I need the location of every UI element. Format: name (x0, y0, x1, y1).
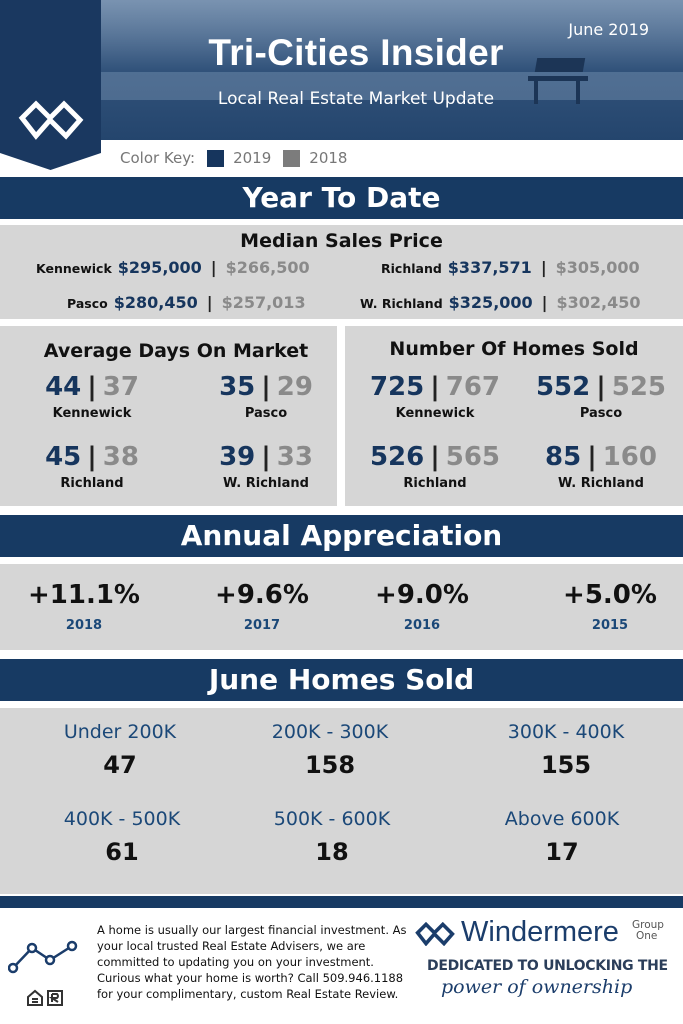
value-2018: $305,000 (555, 258, 640, 277)
appreciation-2018: +11.1% 2018 (28, 580, 140, 633)
dom-richland: 45 | 38 Richland (45, 442, 139, 491)
value-2018: $302,450 (556, 293, 641, 312)
color-key-2019: 2019 (233, 149, 272, 167)
median-row-richland: Richland $337,571 | $305,000 (381, 258, 640, 277)
equal-housing-icon (27, 989, 63, 1006)
windermere-w-icon (415, 922, 455, 946)
city-label: Kennewick (36, 261, 112, 276)
swatch-2018 (283, 149, 301, 167)
sold-kennewick: 725 | 767 Kennewick (369, 372, 501, 421)
windermere-brand: Windermere Group One DEDICATED TO UNLOCK… (415, 916, 675, 1016)
sold-pasco: 552 | 525 Pasco (535, 372, 667, 421)
swatch-2019 (207, 149, 225, 167)
city-label: Pasco (67, 296, 108, 311)
value-2018: $266,500 (225, 258, 310, 277)
color-key-2018: 2018 (309, 149, 348, 167)
median-row-pasco: Pasco $280,450 | $257,013 (67, 293, 306, 312)
june-sold-500k-600k: 500K - 600K 18 (273, 808, 391, 866)
tagline-power: power of ownership (441, 976, 633, 998)
median-price-title: Median Sales Price (240, 230, 443, 252)
homes-sold-panel (345, 326, 683, 506)
june-sold-300k-400k: 300K - 400K 155 (507, 721, 625, 779)
bench-icon (528, 58, 588, 104)
city-label: W. Richland (360, 296, 443, 311)
city-label: Richland (381, 261, 442, 276)
sold-richland: 526 | 565 Richland (369, 442, 501, 491)
value-2019: $295,000 (117, 258, 202, 277)
page-subtitle: Local Real Estate Market Update (217, 89, 495, 109)
median-row-w-richland: W. Richland $325,000 | $302,450 (360, 293, 641, 312)
issue-date: June 2019 (568, 20, 649, 39)
tagline-dedicated: DEDICATED TO UNLOCKING THE (427, 958, 668, 974)
line-chart-icon (8, 940, 78, 974)
appreciation-header: Annual Appreciation (0, 515, 683, 557)
dom-kennewick: 44 | 37 Kennewick (45, 372, 139, 421)
value-2018: $257,013 (221, 293, 306, 312)
dom-pasco: 35 | 29 Pasco (219, 372, 313, 421)
windermere-w-icon (18, 100, 84, 140)
value-2019: $337,571 (447, 258, 532, 277)
ytd-header: Year To Date (0, 177, 683, 219)
brand-group: Group One (632, 919, 664, 942)
appreciation-2016: +9.0% 2016 (375, 580, 469, 633)
color-key: Color Key: 2019 2018 (120, 149, 347, 167)
page-title: Tri-Cities Insider (208, 32, 504, 73)
brand-name: Windermere (461, 916, 619, 948)
sold-w-richland: 85 | 160 W. Richland (545, 442, 657, 491)
value-2019: $325,000 (448, 293, 533, 312)
appreciation-panel (0, 564, 683, 650)
june-sold-400k-500k: 400K - 500K 61 (63, 808, 181, 866)
header-banner (0, 0, 683, 140)
dom-title: Average Days On Market (43, 340, 309, 362)
sold-title: Number Of Homes Sold (389, 338, 639, 360)
appreciation-2017: +9.6% 2017 (215, 580, 309, 633)
appreciation-2015: +5.0% 2015 (563, 580, 657, 633)
days-on-market-panel (0, 326, 337, 506)
footer-divider (0, 896, 683, 908)
median-row-kennewick: Kennewick $295,000 | $266,500 (36, 258, 310, 277)
june-sold-panel (0, 708, 683, 894)
color-key-label: Color Key: (120, 149, 196, 167)
june-sold-under-200k: Under 200K 47 (63, 721, 177, 779)
logo-ribbon (0, 0, 101, 170)
footer-disclaimer: A home is usually our largest financial … (97, 923, 407, 1001)
june-sold-above-600k: Above 600K 17 (504, 808, 620, 866)
june-sold-200k-300k: 200K - 300K 158 (271, 721, 389, 779)
median-price-panel (0, 225, 683, 319)
value-2019: $280,450 (113, 293, 198, 312)
june-sold-header: June Homes Sold (0, 659, 683, 701)
dom-w-richland: 39 | 33 W. Richland (219, 442, 313, 491)
